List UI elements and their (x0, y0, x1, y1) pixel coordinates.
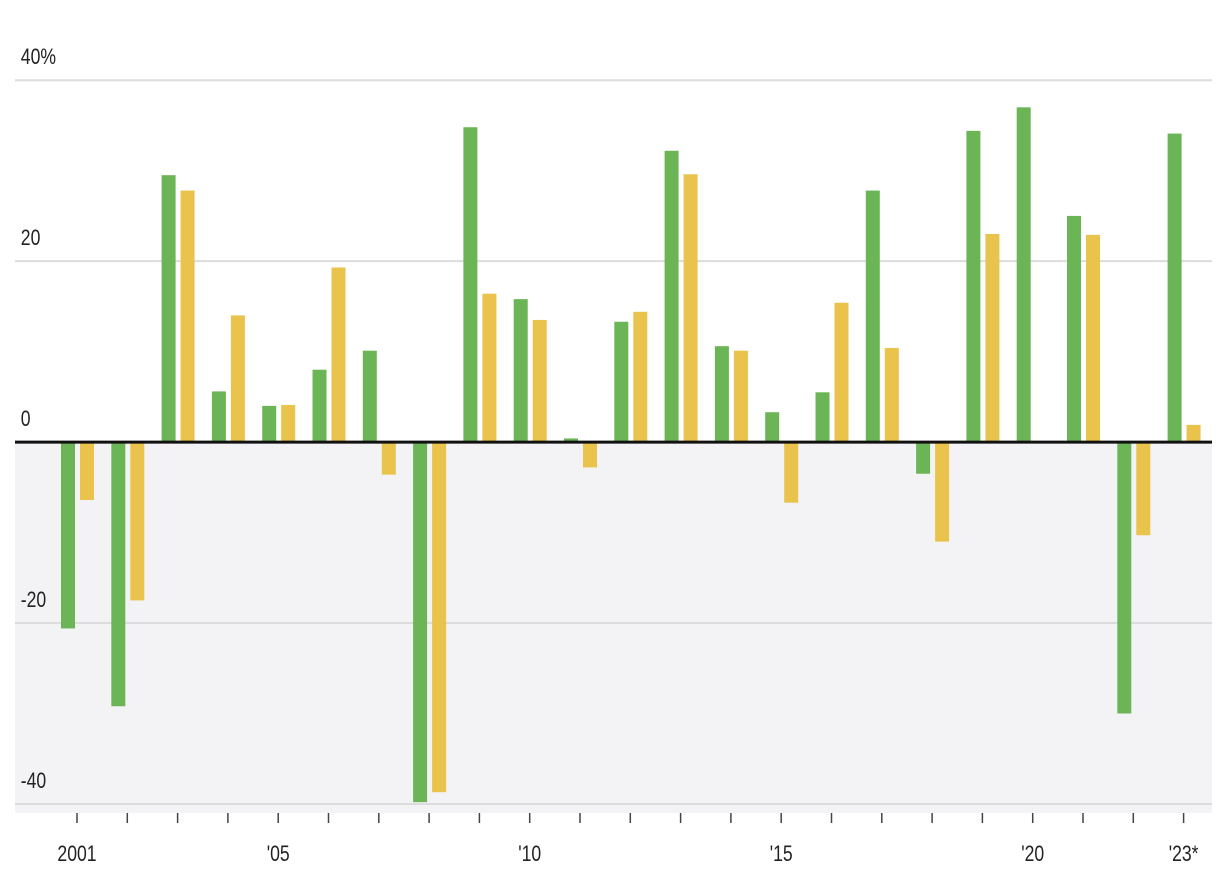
bar (262, 405, 277, 443)
bar (935, 442, 950, 542)
bar (230, 315, 245, 443)
bar (130, 442, 145, 601)
y-tick-label: -40 (21, 769, 46, 793)
bar (564, 438, 578, 443)
y-tick-label: -20 (21, 588, 46, 612)
bar (482, 293, 497, 443)
bar (966, 130, 981, 443)
bar (765, 412, 780, 443)
bar (161, 175, 176, 443)
x-tick-label: 2001 (57, 842, 96, 866)
y-tick-label: 0 (21, 407, 31, 431)
bar (733, 350, 748, 443)
bar (614, 321, 629, 443)
negative-background (15, 442, 1212, 813)
bar (381, 442, 396, 475)
bar (1167, 133, 1182, 443)
x-tick-label: '05 (267, 842, 290, 866)
bar (281, 404, 296, 443)
bar (664, 150, 679, 443)
bar (633, 311, 648, 443)
bar (61, 442, 75, 629)
bar (432, 442, 447, 793)
bar (312, 369, 327, 443)
bar (583, 442, 597, 468)
bar (80, 442, 94, 500)
bar (463, 127, 478, 443)
bar (1086, 234, 1100, 443)
bar (985, 233, 1000, 443)
bar (111, 442, 126, 707)
bar (331, 267, 346, 443)
x-tick-label: '10 (518, 842, 541, 866)
bar (714, 346, 729, 443)
x-tick-label: '20 (1021, 842, 1044, 866)
bar (1186, 424, 1201, 443)
bar (513, 299, 528, 443)
x-tick-label: '23* (1169, 842, 1199, 866)
bar (884, 347, 899, 443)
bar (834, 302, 849, 443)
bar (1067, 215, 1081, 443)
bar (532, 319, 547, 443)
bar (413, 442, 428, 803)
bar (362, 350, 377, 443)
bar (180, 190, 195, 443)
bar (916, 442, 931, 474)
bar (1117, 442, 1132, 714)
bar (1016, 107, 1031, 443)
x-tick-label: '15 (770, 842, 793, 866)
y-tick-label: 40% (21, 45, 56, 69)
bar (1136, 442, 1151, 536)
bar (865, 190, 880, 443)
y-tick-label: 20 (21, 226, 41, 250)
bar (784, 442, 799, 503)
bar (815, 392, 830, 443)
bar (683, 174, 698, 443)
bar (211, 391, 226, 443)
